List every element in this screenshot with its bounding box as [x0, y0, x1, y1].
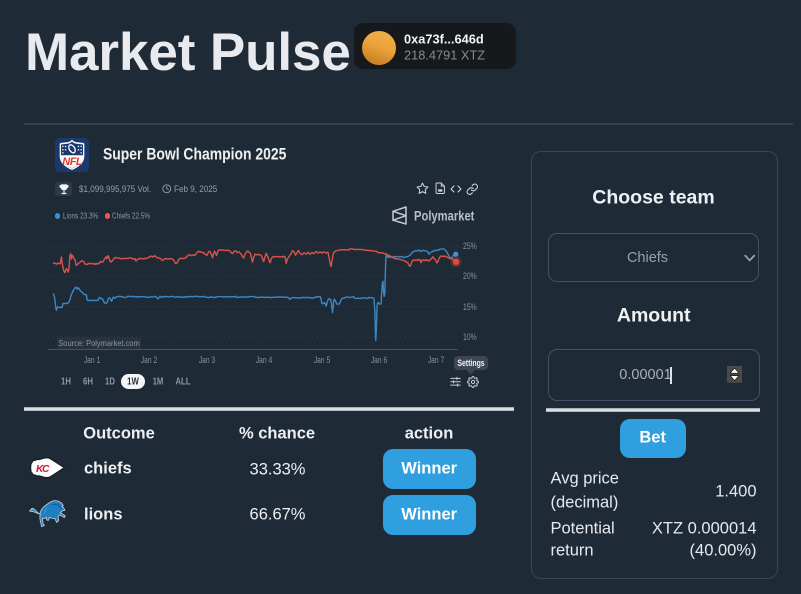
svg-text:NFL: NFL — [62, 156, 83, 168]
svg-text:KC: KC — [36, 464, 50, 475]
